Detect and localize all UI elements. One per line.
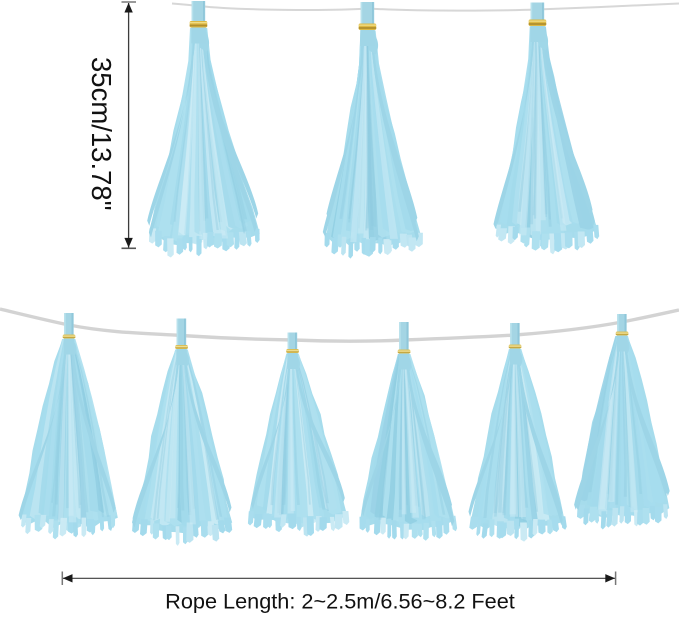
svg-text:Rope Length: 2~2.5m/6.56~8.2 F: Rope Length: 2~2.5m/6.56~8.2 Feet xyxy=(165,589,515,614)
svg-text:35cm/13.78": 35cm/13.78" xyxy=(86,57,117,210)
